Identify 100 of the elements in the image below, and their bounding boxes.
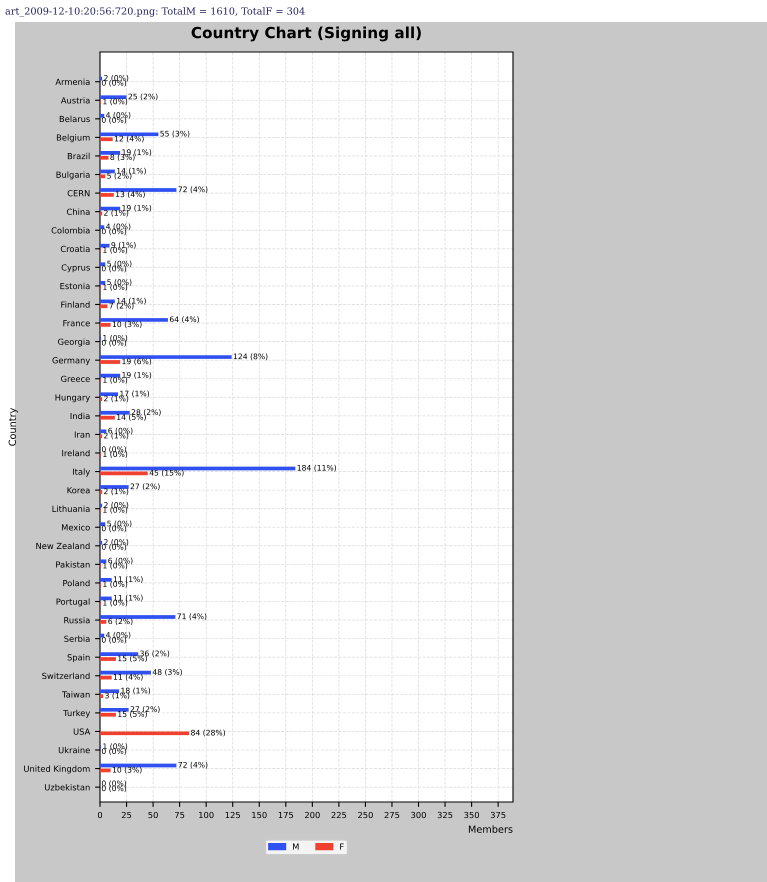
y-tick-label: Uzbekistan [44, 784, 90, 790]
legend-label: F [340, 844, 344, 850]
y-tick-label: Taiwan [62, 691, 90, 698]
bar [100, 657, 116, 661]
bar [100, 318, 168, 322]
bar [100, 615, 176, 619]
y-tick-label: China [66, 208, 90, 215]
bar [100, 708, 129, 712]
y-tick-label: Croatia [60, 246, 90, 252]
y-tick-label: Iran [74, 432, 90, 438]
x-tick-label: 250 [358, 812, 373, 818]
y-tick-label: India [70, 412, 90, 420]
x-tick-label: 75 [175, 812, 184, 818]
bar [100, 360, 120, 364]
x-axis-title: Members [468, 825, 513, 833]
x-tick-label: 175 [278, 812, 294, 818]
y-tick-label: France [63, 320, 90, 326]
y-tick-label: Ireland [62, 450, 90, 456]
y-tick-label: Belarus [60, 116, 90, 122]
bar [100, 768, 111, 772]
bar [100, 764, 176, 768]
legend-label: M [292, 844, 299, 850]
y-tick-label: Spain [68, 654, 90, 662]
y-tick-label: Belgium [56, 134, 90, 142]
bar [100, 300, 115, 304]
bar [100, 132, 158, 136]
bar [100, 206, 120, 210]
y-tick-label: United Kingdom [24, 765, 90, 774]
y-axis-title: Country [8, 408, 18, 446]
y-tick-label: Georgia [58, 338, 90, 347]
x-tick-label: 225 [332, 812, 346, 818]
chart-title: Country Chart (Signing all) [192, 26, 421, 42]
y-tick-label: Ukraine [58, 746, 90, 754]
y-tick-label: New Zealand [36, 542, 90, 550]
text: art_2009-12-10:20:56:720.png: TotalM = 1610, TotalF = 304 [5, 7, 305, 17]
y-tick-label: Turkey [63, 710, 90, 718]
y-tick-label: Armenia [55, 78, 90, 85]
bar [100, 392, 118, 396]
y-tick-label: Russia [64, 616, 90, 624]
y-tick-label: USA [74, 728, 90, 735]
bar [100, 304, 108, 308]
bar [100, 323, 111, 327]
x-tick-label: 100 [199, 812, 214, 818]
bar [100, 262, 106, 266]
bar [100, 137, 113, 142]
y-tick-label: Poland [63, 580, 90, 586]
y-tick-label: Colombia [52, 227, 90, 234]
bar [100, 156, 108, 160]
bar [100, 174, 106, 178]
y-tick-label: Serbia [64, 635, 90, 642]
y-tick-label: Cyprus [62, 264, 90, 272]
bar [100, 596, 112, 600]
bar [100, 416, 115, 420]
bar [100, 151, 120, 155]
y-tick-label: Italy [73, 468, 90, 476]
y-tick-label: CERN [68, 190, 90, 196]
y-tick-label: Germany [52, 357, 90, 366]
bar [100, 620, 106, 624]
x-tick-label: 125 [226, 812, 240, 818]
y-tick-label: Finland [61, 301, 90, 308]
bar [100, 170, 115, 174]
bar [100, 429, 106, 434]
bar [100, 522, 106, 526]
bar [100, 689, 120, 694]
bar [100, 244, 110, 248]
bar [100, 670, 151, 675]
y-tick-label: Brazil [68, 152, 90, 160]
x-tick-label: 25 [122, 812, 132, 818]
y-tick-label: Lithuania [52, 506, 90, 512]
y-tick-label: Mexico [62, 524, 90, 531]
x-tick-label: 0 [98, 812, 102, 818]
bar [100, 472, 148, 476]
y-tick-label: Estonia [60, 282, 90, 290]
bar [100, 374, 120, 378]
bar [100, 95, 127, 100]
bar [100, 712, 116, 717]
y-tick-label: Switzerland [42, 672, 90, 680]
x-tick-label: 275 [384, 812, 400, 818]
bar [100, 193, 114, 197]
y-tick-label: Bulgaria [56, 171, 90, 180]
bar [100, 485, 129, 489]
bar [100, 652, 138, 656]
bar [100, 355, 232, 359]
bar [100, 634, 104, 638]
y-tick-label: Austria [60, 97, 90, 104]
x-tick-label: 375 [490, 812, 506, 818]
x-tick-label: 200 [304, 812, 320, 818]
bar [100, 578, 112, 582]
y-tick-label: Hungary [56, 394, 90, 402]
x-tick-label: 300 [411, 812, 426, 818]
x-tick-label: 325 [438, 812, 452, 818]
bar [100, 559, 106, 564]
bar [100, 410, 130, 415]
x-tick-label: 150 [252, 812, 267, 818]
y-tick-label: Korea [67, 487, 90, 494]
y-tick-label: Greece [61, 376, 90, 382]
bar [100, 188, 176, 192]
x-tick-label: 50 [148, 812, 158, 818]
y-tick-label: Pakistan [56, 561, 90, 568]
bar [100, 280, 106, 285]
